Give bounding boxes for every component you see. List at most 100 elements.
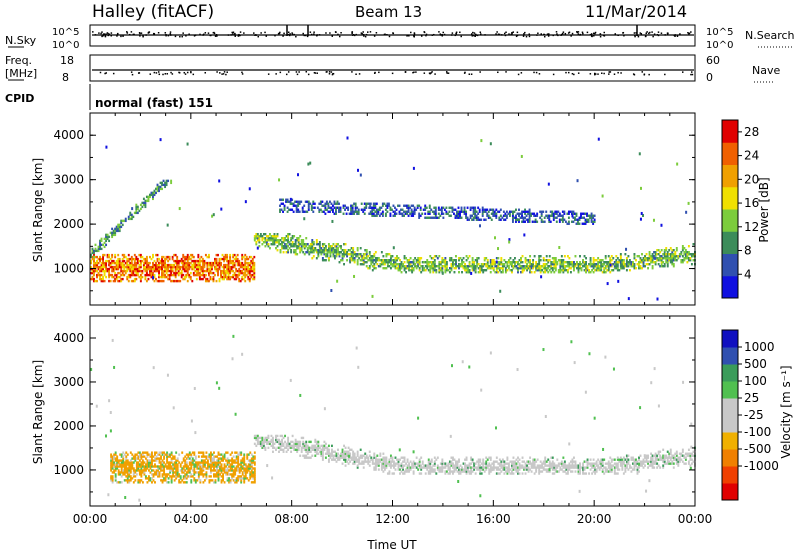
heatmap-cell — [397, 204, 399, 207]
heatmap-cell — [583, 269, 586, 272]
heatmap-cell — [241, 257, 244, 261]
heatmap-cell — [176, 271, 179, 275]
heatmap-cell — [430, 257, 433, 260]
heatmap-cell — [526, 267, 529, 270]
heatmap-cell — [244, 269, 247, 273]
heatmap-cell — [155, 187, 157, 191]
heatmap-cell — [198, 271, 201, 275]
heatmap-cell — [197, 475, 200, 478]
heatmap-cell — [606, 261, 609, 264]
heatmap-cell — [451, 206, 454, 209]
heatmap-cell — [157, 475, 159, 478]
heatmap-cell — [256, 438, 259, 442]
heatmap-cell — [395, 212, 398, 215]
heatmap-cell — [170, 461, 173, 464]
heatmap-cell — [498, 261, 501, 264]
heatmap-cell — [627, 263, 630, 266]
heatmap-cell — [507, 265, 510, 268]
heatmap-cell — [187, 453, 190, 456]
heatmap-cell — [437, 206, 440, 209]
heatmap-cell — [165, 263, 168, 267]
heatmap-cell — [180, 265, 183, 269]
heatmap-cell — [100, 263, 103, 267]
heatmap-cell — [194, 269, 197, 273]
heatmap-cell — [508, 212, 511, 215]
heatmap-cell — [371, 294, 374, 298]
noise-point — [126, 31, 128, 33]
heatmap-cell — [369, 210, 372, 213]
heatmap-cell — [382, 267, 385, 270]
heatmap-cell — [135, 463, 138, 466]
heatmap-cell — [208, 465, 211, 468]
heatmap-cell — [668, 257, 671, 260]
heatmap-cell — [579, 263, 581, 266]
heatmap-cell — [517, 263, 519, 266]
noise-point — [406, 35, 408, 37]
heatmap-cell — [146, 465, 149, 468]
heatmap-cell — [287, 239, 290, 242]
heatmap-cell — [152, 265, 154, 269]
noise-point — [562, 31, 565, 33]
heatmap-cell — [145, 199, 148, 203]
heatmap-cell — [567, 222, 570, 225]
heatmap-cell — [401, 214, 404, 217]
noise-point — [649, 31, 651, 34]
heatmap-cell — [236, 253, 239, 257]
heatmap-cell — [147, 469, 150, 472]
heatmap-cell — [346, 253, 349, 256]
heatmap-cell — [185, 471, 188, 474]
heatmap-cell — [350, 251, 353, 254]
heatmap-cell — [242, 255, 245, 259]
heatmap-cell — [335, 210, 337, 213]
heatmap-cell — [432, 263, 435, 266]
heatmap-cell — [223, 453, 226, 456]
heatmap-cell — [558, 212, 561, 215]
heatmap-cell — [169, 475, 172, 478]
heatmap-cell — [173, 271, 176, 275]
heatmap-cell — [600, 259, 603, 262]
heatmap-cell — [252, 475, 255, 478]
heatmap-cell — [147, 263, 150, 267]
heatmap-cell — [144, 465, 147, 468]
heatmap-cell — [400, 208, 402, 211]
nave-point — [374, 71, 376, 74]
heatmap-cell — [239, 271, 242, 275]
heatmap-cell — [186, 273, 189, 277]
power-x-ticks — [89, 113, 696, 305]
heatmap-cell — [505, 210, 508, 213]
heatmap-cell — [338, 253, 341, 256]
heatmap-cell — [215, 267, 218, 271]
heatmap-cell — [155, 469, 158, 472]
heatmap-cell — [229, 269, 232, 273]
heatmap-cell — [365, 206, 368, 209]
heatmap-cell — [200, 267, 203, 271]
noise-point — [188, 33, 190, 35]
heatmap-cell — [607, 265, 610, 268]
heatmap-cell — [105, 261, 108, 265]
nave-point — [295, 71, 298, 73]
heatmap-cell — [240, 475, 243, 478]
heatmap-cell — [426, 265, 429, 268]
heatmap-cell — [350, 253, 353, 256]
heatmap-cell — [194, 265, 197, 269]
heatmap-cell — [225, 473, 228, 476]
heatmap-cell — [214, 257, 216, 261]
heatmap-cell — [123, 471, 126, 474]
heatmap-cell — [171, 273, 174, 277]
heatmap-cell — [129, 465, 132, 468]
heatmap-cell — [123, 219, 126, 223]
heatmap-cell — [153, 191, 156, 195]
heatmap-cell — [131, 207, 134, 211]
heatmap-cell — [147, 197, 150, 201]
heatmap-cell — [636, 263, 639, 266]
heatmap-cell — [375, 202, 378, 205]
heatmap-cell — [639, 267, 642, 270]
heatmap-cell — [214, 479, 217, 482]
heatmap-cell — [510, 263, 513, 266]
heatmap-cell — [174, 253, 177, 257]
heatmap-cell — [430, 265, 433, 268]
heatmap-cell — [181, 451, 184, 454]
heatmap-cell — [253, 267, 256, 271]
heatmap-cell — [141, 269, 144, 273]
heatmap-cell — [157, 469, 159, 472]
